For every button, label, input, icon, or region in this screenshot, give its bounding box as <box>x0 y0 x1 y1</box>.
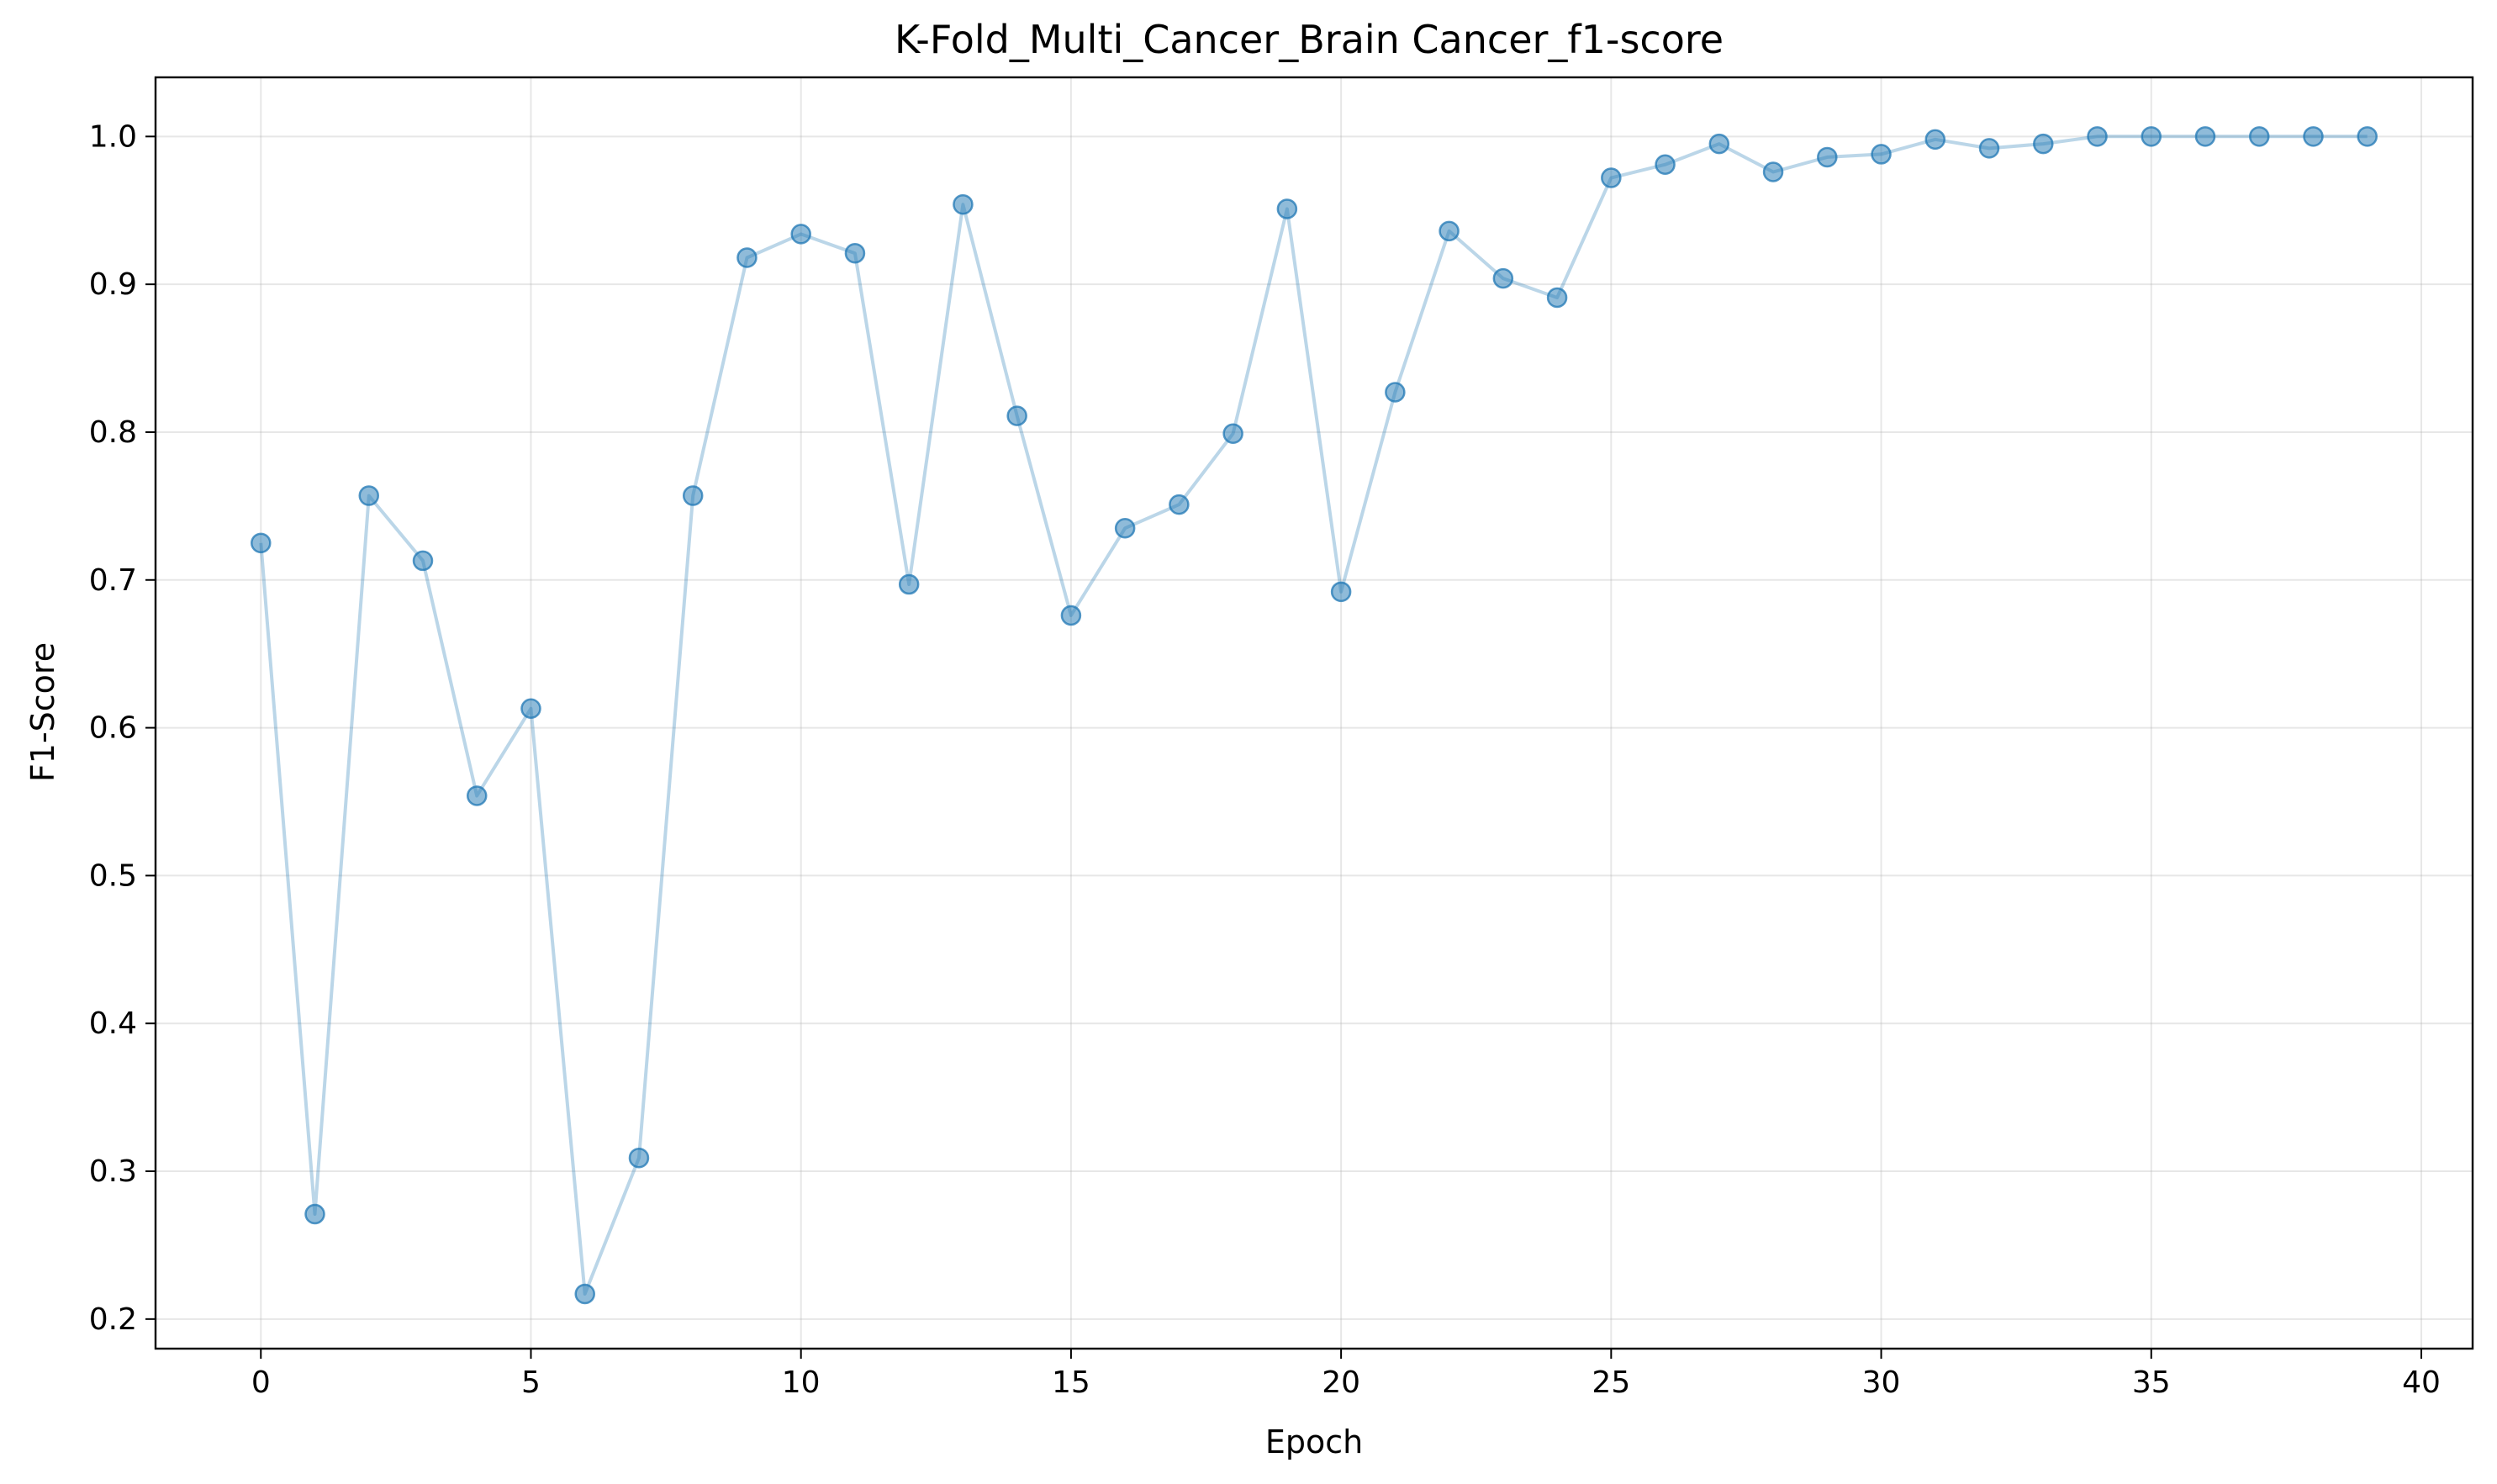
data-point <box>2357 126 2378 147</box>
y-tick-label: 0.2 <box>89 1302 137 1337</box>
data-point <box>1060 605 1082 626</box>
data-point <box>1655 154 1676 175</box>
data-point <box>1708 133 1730 155</box>
x-tick-label: 25 <box>1592 1365 1630 1400</box>
data-point <box>1601 167 1622 188</box>
y-tick-label: 0.7 <box>89 563 137 598</box>
data-point <box>1385 382 1406 403</box>
y-tick-label: 0.5 <box>89 858 137 893</box>
y-axis-ticks: 0.2 0.3 0.4 0.5 0.6 0.7 0.8 0.9 1.0 <box>89 119 156 1337</box>
x-tick-label: 35 <box>2132 1365 2171 1400</box>
data-point <box>1492 267 1514 289</box>
data-point <box>2248 126 2270 147</box>
data-point <box>1546 287 1568 309</box>
data-point <box>412 550 434 572</box>
data-point <box>844 242 866 264</box>
x-axis-ticks: 0 5 10 15 20 25 30 35 40 <box>251 1349 2441 1400</box>
y-tick-label: 0.8 <box>89 415 137 450</box>
data-point <box>574 1283 595 1305</box>
data-point <box>790 224 811 245</box>
data-point <box>2033 133 2054 155</box>
data-point <box>1114 517 1136 539</box>
x-tick-label: 20 <box>1322 1365 1360 1400</box>
data-point <box>520 698 541 719</box>
data-point <box>466 785 488 806</box>
data-point <box>1330 581 1352 603</box>
data-point <box>1439 220 1460 242</box>
series-markers <box>251 126 2378 1305</box>
data-point <box>1222 423 1243 444</box>
data-point <box>953 193 974 215</box>
data-point <box>1871 144 1892 165</box>
data-point <box>1006 405 1027 426</box>
data-point <box>1276 198 1298 219</box>
data-point <box>251 532 272 554</box>
data-point <box>736 247 758 268</box>
y-axis-label: F1-Score <box>24 642 61 782</box>
y-tick-label: 1.0 <box>89 119 137 154</box>
data-point <box>1817 146 1838 168</box>
data-point <box>2141 126 2162 147</box>
data-point <box>1978 138 2000 159</box>
x-tick-label: 30 <box>1862 1365 1901 1400</box>
x-tick-label: 10 <box>782 1365 821 1400</box>
data-point <box>1924 129 1946 151</box>
y-tick-label: 0.3 <box>89 1154 137 1189</box>
x-tick-label: 40 <box>2402 1365 2441 1400</box>
plot-frame <box>154 76 2474 1350</box>
series-line-layer <box>259 135 2368 1296</box>
data-point <box>628 1147 650 1169</box>
chart-title: K-Fold_Multi_Cancer_Brain Cancer_f1-scor… <box>895 17 1724 62</box>
series-line <box>259 135 2368 1296</box>
data-point <box>682 485 704 506</box>
y-tick-label: 0.6 <box>89 711 137 746</box>
data-point <box>898 573 920 595</box>
x-tick-label: 15 <box>1052 1365 1090 1400</box>
grid <box>156 77 2473 1349</box>
x-tick-label: 0 <box>251 1365 271 1400</box>
data-point <box>358 485 380 506</box>
data-point <box>304 1203 325 1225</box>
data-point <box>2194 126 2216 147</box>
data-point <box>1762 161 1784 182</box>
data-point <box>2087 126 2108 147</box>
y-tick-label: 0.9 <box>89 267 137 302</box>
data-point <box>2303 126 2324 147</box>
x-tick-label: 5 <box>521 1365 541 1400</box>
y-tick-label: 0.4 <box>89 1006 137 1041</box>
data-point <box>1169 494 1190 515</box>
x-axis-label: Epoch <box>1265 1423 1363 1460</box>
